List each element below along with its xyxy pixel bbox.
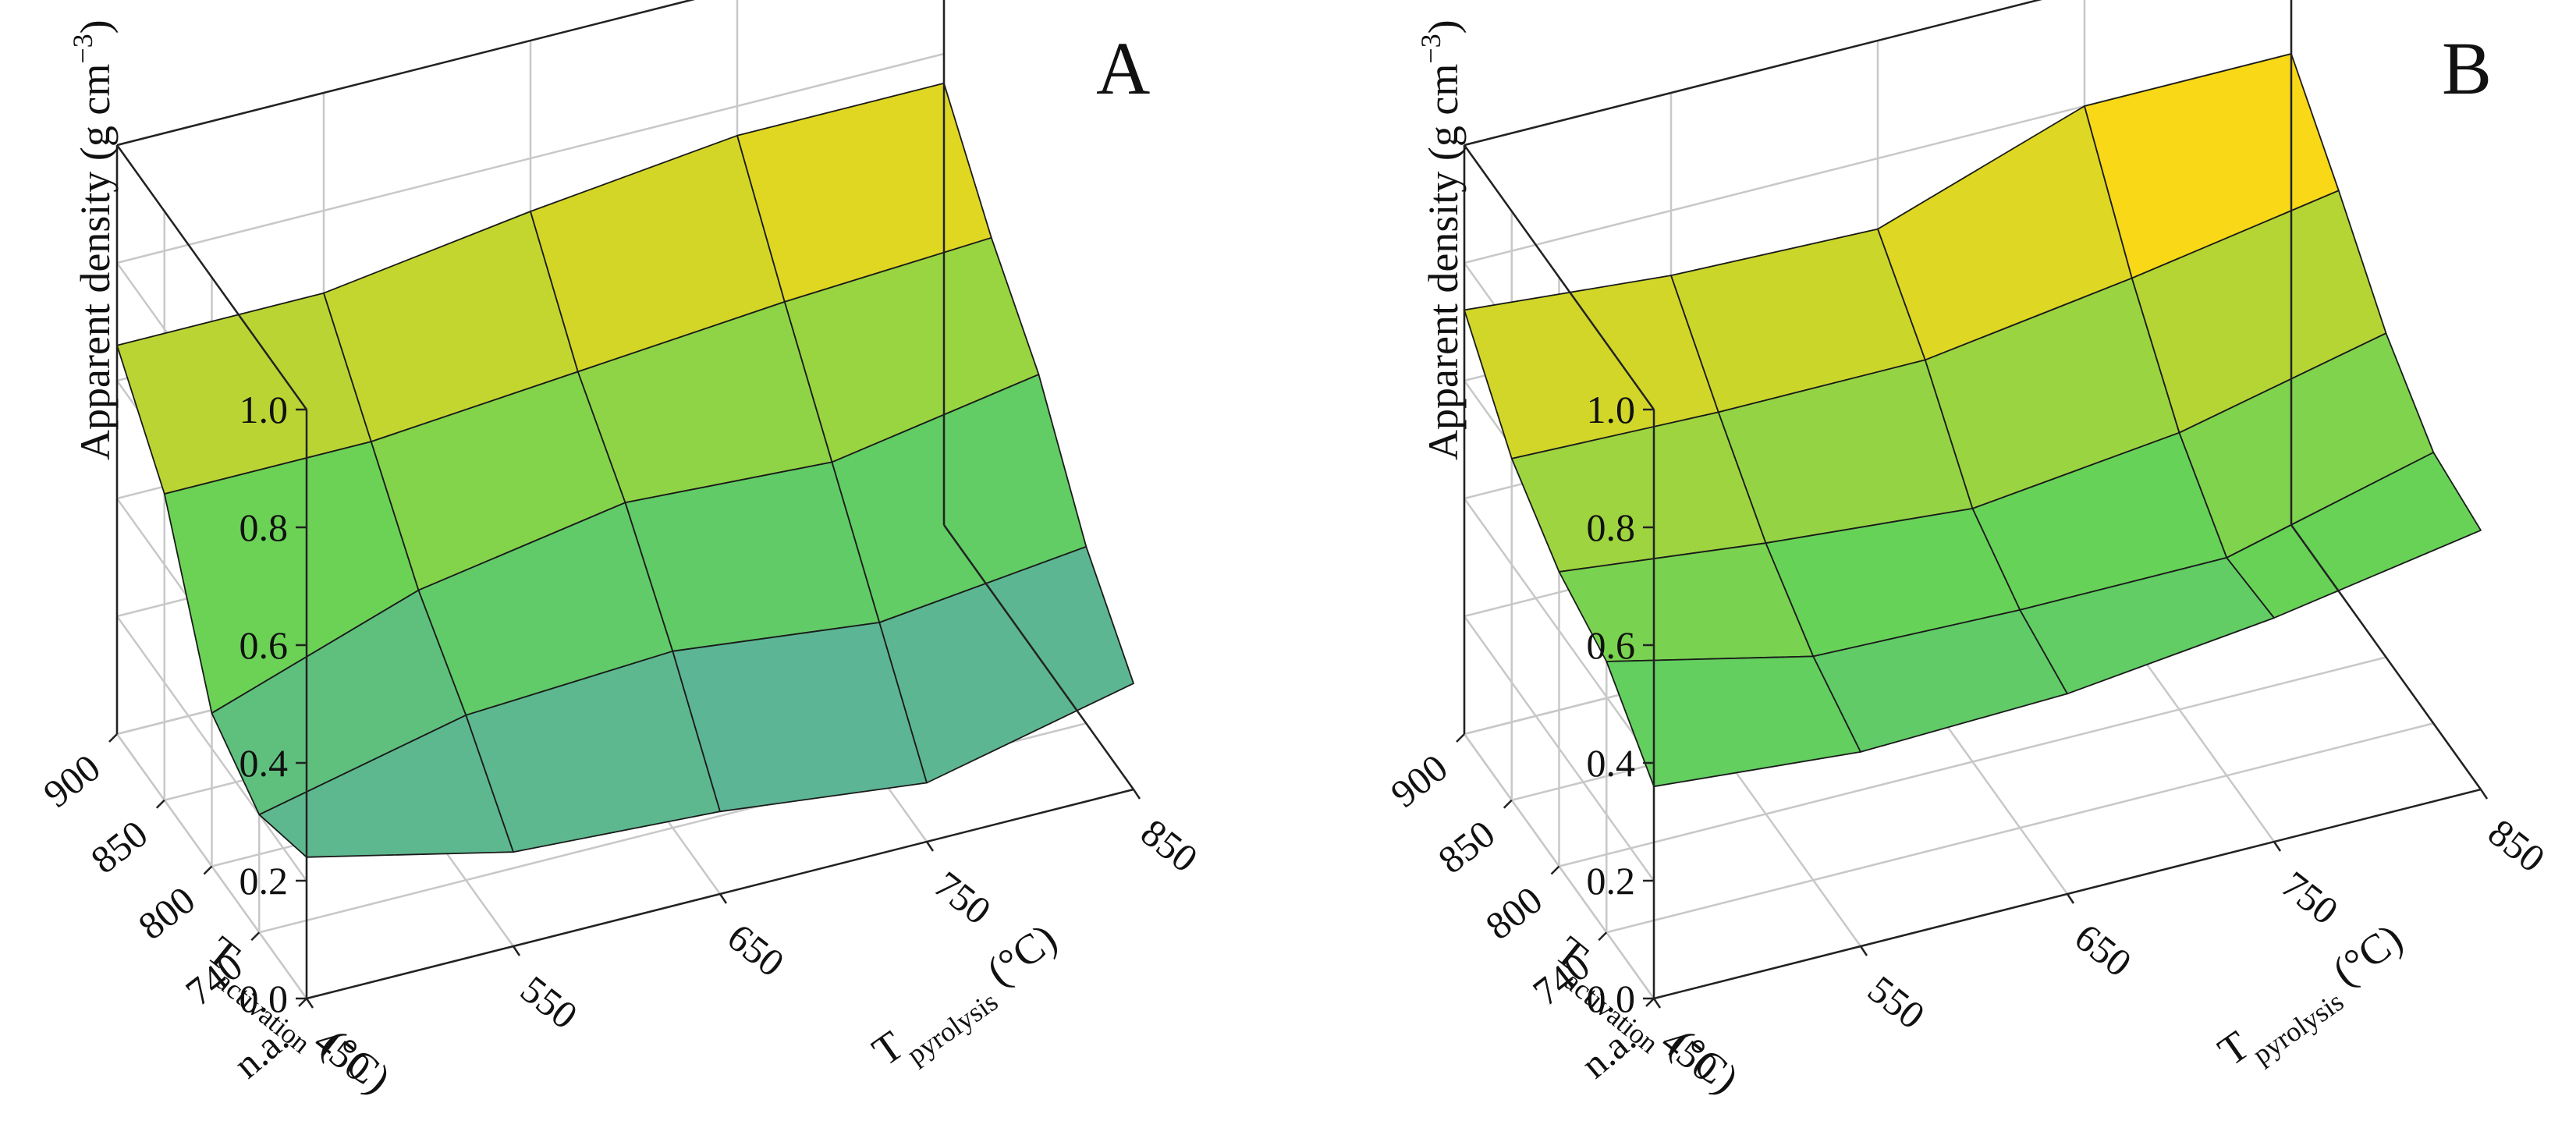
z-tick-label: 0.8 <box>1587 505 1636 549</box>
pyrolysis-tick-mark <box>1859 945 1868 956</box>
left-wall-gridline <box>115 615 308 881</box>
panel-a-surface <box>116 82 1134 858</box>
panel-b-surface <box>1464 53 2482 788</box>
surface-facet <box>878 545 1134 784</box>
panel-a-z-axis-label: Apparent density (g cm−3) <box>67 20 119 460</box>
pyrolysis-tick-mark <box>1652 998 1662 1009</box>
panel-a-activation-axis-label: Tactivation(°C) <box>190 928 399 1112</box>
z-tick-label: 0.4 <box>1587 741 1636 785</box>
pyrolysis-tick-mark <box>2479 789 2489 800</box>
panel-a-z-ticks: 0.0 0.2 0.4 0.6 0.8 1.0 <box>240 388 307 1020</box>
z-tick-label: 0.6 <box>240 623 289 667</box>
left-wall-gridline <box>1463 615 1655 881</box>
activation-tick-mark <box>1550 865 1560 875</box>
pyrolysis-tick-label: 850 <box>1133 811 1206 881</box>
floor-gridline <box>1606 722 2434 934</box>
activation-tick-label: 850 <box>1430 811 1503 881</box>
pyrolysis-tick-mark <box>1132 789 1141 800</box>
panel-a-pyrolysis-axis-label: Tpyrolysis(°C) <box>864 914 1072 1085</box>
activation-tick-mark <box>1598 931 1608 942</box>
panel-b-z-ticks: 0.0 0.2 0.4 0.6 0.8 1.0 <box>1587 388 1654 1020</box>
pyrolysis-tick-label: 850 <box>2480 811 2553 881</box>
axis-frame-line <box>942 524 1135 790</box>
pyrolysis-tick-mark <box>512 945 521 956</box>
pyrolysis-tick-mark <box>2066 893 2075 904</box>
z-tick-label: 0.2 <box>1587 859 1636 903</box>
panel-b-z-axis-label: Apparent density (g cm−3) <box>1415 20 1467 460</box>
surface-facet <box>2226 452 2482 619</box>
axis-frame-line <box>115 144 308 410</box>
panel-b-activation-axis-label: Tactivation(°C) <box>1538 928 1747 1112</box>
z-tick-label: 1.0 <box>240 388 289 431</box>
axis-frame-line <box>116 0 695 147</box>
z-tick-label: 0.0 <box>240 977 289 1020</box>
activation-tick-label: 800 <box>130 878 204 948</box>
pyrolysis-tick-mark <box>305 998 314 1009</box>
z-tick-label: 0.4 <box>240 741 289 785</box>
activation-tick-mark <box>298 998 307 1007</box>
axis-frame-line <box>1463 144 1655 410</box>
activation-tick-mark <box>1503 799 1513 809</box>
activation-tick-mark <box>155 799 165 809</box>
pyrolysis-tick-mark <box>719 893 728 904</box>
floor-gridline <box>1559 656 2386 867</box>
activation-tick-mark <box>1645 998 1655 1007</box>
activation-tick-mark <box>250 931 261 942</box>
axis-frame-line <box>1464 0 2042 147</box>
panel-b-letter: B <box>2442 27 2492 110</box>
z-tick-label: 0.0 <box>1587 977 1636 1020</box>
pyrolysis-tick-label: 650 <box>719 915 793 985</box>
pyrolysis-tick-label: 750 <box>926 863 999 933</box>
axis-frame-line <box>2290 524 2482 790</box>
pyrolysis-tick-label: 550 <box>1860 967 1933 1038</box>
activation-tick-mark <box>203 865 213 875</box>
panel-a-letter: A <box>1096 27 1150 110</box>
left-wall-gridline <box>1463 498 1655 764</box>
pyrolysis-tick-mark <box>925 841 935 852</box>
pyrolysis-tick-label: 550 <box>513 967 586 1038</box>
activation-tick-label: 900 <box>1382 746 1456 816</box>
z-tick-label: 0.8 <box>240 505 289 549</box>
z-tick-label: 0.6 <box>1587 623 1636 667</box>
right-wall-gridline <box>116 52 945 264</box>
activation-tick-mark <box>1456 733 1465 743</box>
panel-b-pyrolysis-axis-label: Tpyrolysis(°C) <box>2209 914 2418 1085</box>
z-tick-label: 0.2 <box>240 859 289 903</box>
pyrolysis-tick-mark <box>2273 841 2282 852</box>
pyrolysis-tick-label: 650 <box>2067 915 2140 985</box>
z-tick-label: 1.0 <box>1587 388 1636 431</box>
activation-tick-label: 850 <box>83 811 156 881</box>
activation-tick-mark <box>108 733 118 743</box>
activation-tick-label: 900 <box>35 746 108 816</box>
pyrolysis-tick-label: 750 <box>2273 863 2347 933</box>
activation-tick-label: 800 <box>1478 878 1551 948</box>
